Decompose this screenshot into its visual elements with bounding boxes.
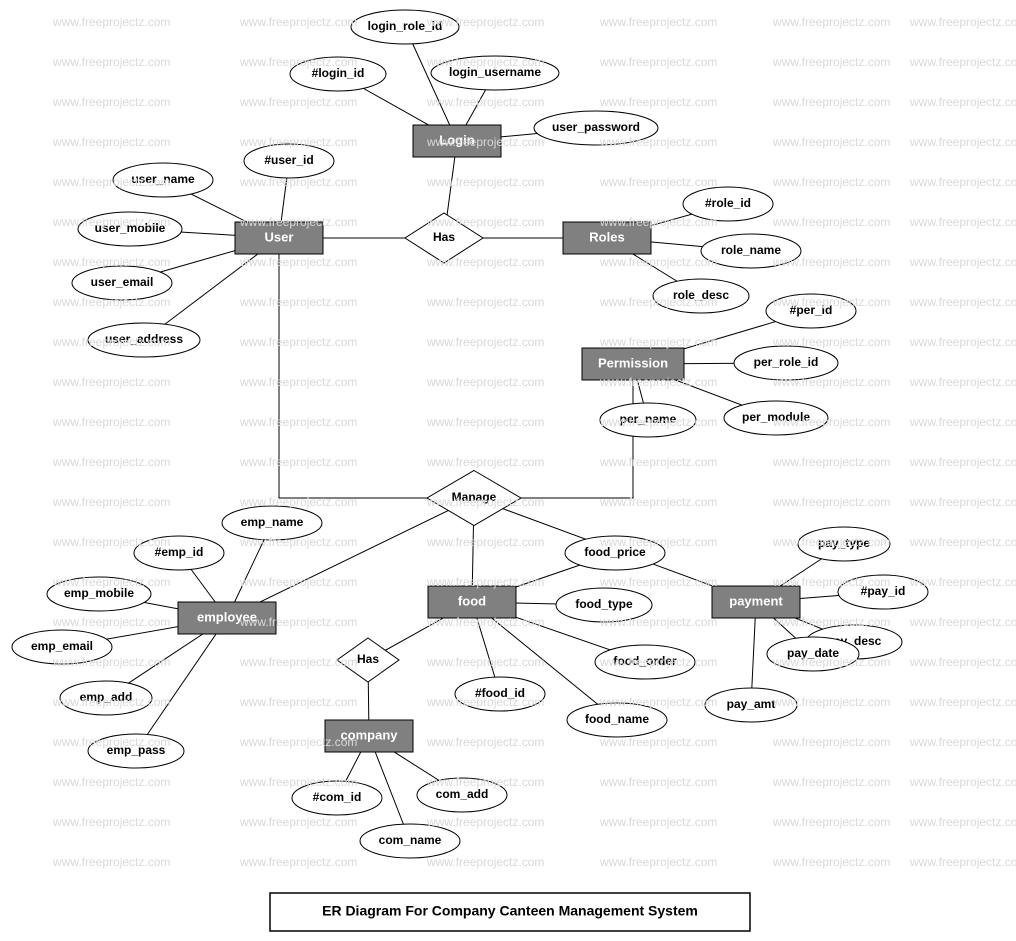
attribute-label: login_username [449,65,541,79]
relationship-label: Manage [452,490,497,504]
attribute-label: emp_name [241,515,304,529]
er-diagram: Has Manage Has login_role_id #login_id login_… [0,0,1016,941]
entity-label: User [265,229,294,244]
attribute-label: food_order [613,654,677,668]
attribute-label: user_name [131,172,195,186]
attribute-label: #com_id [313,790,362,804]
attribute-label: food_name [585,712,649,726]
attribute-label: per_module [742,410,810,424]
entity-label: Roles [589,229,624,244]
entity-label: employee [197,609,257,624]
attribute-label: com_add [436,787,489,801]
attribute-label: per_role_id [754,355,819,369]
attribute-label: emp_add [80,690,133,704]
attribute-label: #user_id [264,153,313,167]
attribute-label: pay_amt [727,697,776,711]
attribute-label: #per_id [790,303,833,317]
attribute-label: emp_email [31,639,93,653]
attribute-label: login_role_id [368,19,443,33]
attribute-label: #pay_id [861,584,906,598]
attribute-label: #login_id [312,66,365,80]
diagram-title: ER Diagram For Company Canteen Managemen… [322,903,698,919]
entity-label: food [458,593,486,608]
attribute-label: com_name [379,833,442,847]
attribute-label: user_mobile [95,221,166,235]
attribute-label: food_type [575,597,633,611]
attribute-label: #emp_id [155,545,204,559]
entity-label: Login [439,132,474,147]
attribute-label: user_email [91,275,154,289]
attribute-label: user_address [105,332,183,346]
attribute-label: emp_pass [107,743,166,757]
attribute-label: #role_id [705,196,751,210]
attribute-label: role_desc [673,288,729,302]
attribute-label: #food_id [475,686,525,700]
attribute-label: user_password [552,120,640,134]
attribute-label: food_price [584,545,646,559]
relationship-label: Has [433,230,455,244]
entity-label: payment [729,593,783,608]
relationship-label: Has [357,652,379,666]
attribute-label: emp_mobile [64,586,134,600]
attribute-label: per_name [620,412,677,426]
entity-label: Permission [598,355,668,370]
entity-label: company [340,727,398,742]
attribute-label: role_name [721,243,781,257]
attribute-label: pay_type [818,536,870,550]
attribute-label: pay_date [787,646,839,660]
